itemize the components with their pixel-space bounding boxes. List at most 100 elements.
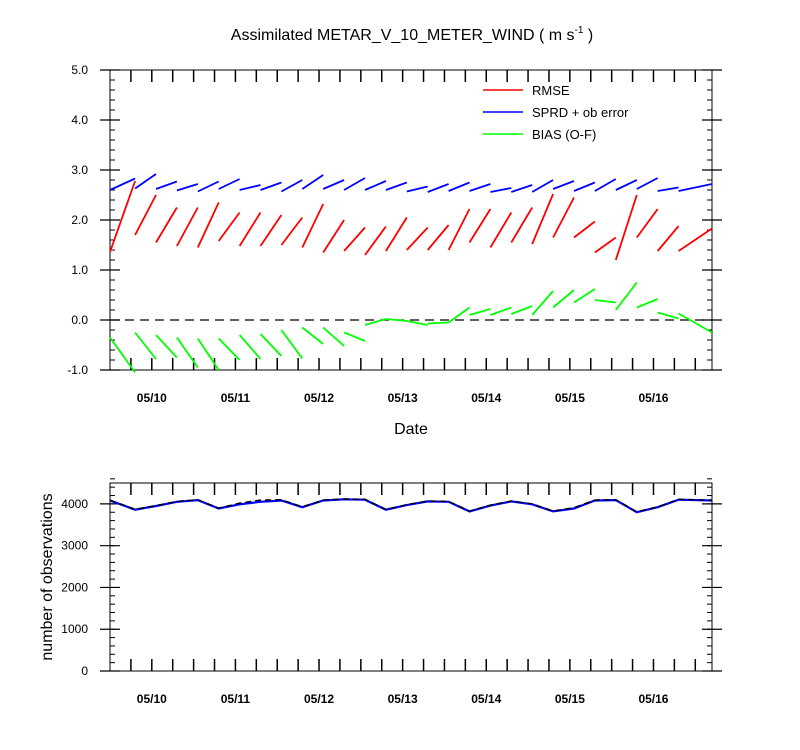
series-sprd-ob-error-segment (218, 178, 240, 190)
series-bias-o-f--segment (176, 336, 199, 369)
series-rmse-segment (552, 197, 575, 238)
top-x-tick-label: 05/13 (388, 391, 418, 405)
legend-label-bias: BIAS (O-F) (532, 127, 596, 142)
top-x-tick-label: 05/11 (221, 391, 251, 405)
series-rmse-segment (573, 220, 596, 239)
top-x-tick-label: 05/16 (638, 391, 668, 405)
bottom-y-tick-label: 1000 (61, 622, 88, 636)
chart-title: Assimilated METAR_V_10_METER_WIND ( m s-… (231, 25, 593, 44)
series-bias-o-f--segment (109, 336, 136, 374)
series-sprd-ob-error-segment (301, 174, 324, 190)
series-bias-o-f--segment (490, 306, 512, 316)
series-bias-o-f--segment (657, 311, 679, 320)
bottom-x-tick-label: 05/11 (221, 692, 251, 706)
series-bias-o-f--segment (301, 326, 324, 345)
series-bias-o-f--segment (615, 281, 638, 311)
series-sprd-ob-error-segment (406, 185, 428, 193)
series-bias-o-f--segment (573, 288, 596, 304)
series-rmse-segment (468, 208, 492, 243)
top-y-tick-label: 0.0 (71, 313, 88, 327)
series-sprd-ob-error-segment (427, 183, 449, 193)
series-rmse-segment (280, 216, 304, 246)
series-bias-o-f--segment (469, 308, 491, 316)
series-sprd-ob-error-segment (594, 178, 617, 192)
bottom-y-tick-label: 3000 (61, 539, 88, 553)
top-panel: 05/10 05/11 05/12 05/13 05/14 05/15 05/16 -1.0 0… (67, 63, 722, 438)
top-y-tick-label: 5.0 (71, 63, 88, 77)
series-rmse-segment (510, 207, 533, 243)
series-rmse-segment (322, 219, 345, 253)
top-x-tick-label: 05/10 (137, 391, 167, 405)
series-rmse-segment (594, 236, 617, 254)
top-legend: RMSE SPRD + ob error BIAS (O-F) (483, 83, 629, 142)
series-rmse-segment (217, 211, 241, 242)
bottom-y-tick-label: 2000 (61, 580, 88, 594)
series-sprd-ob-error-segment (239, 184, 261, 191)
series-bias-o-f--segment (343, 331, 366, 342)
top-x-tick-label: 05/14 (471, 391, 501, 405)
series-rmse-segment (657, 225, 680, 252)
top-y-tick-label: 1.0 (71, 263, 88, 277)
legend-label-sprd: SPRD + ob error (532, 105, 629, 120)
series-sprd-ob-error-segment (260, 181, 282, 191)
series-sprd-ob-error-segment (531, 179, 554, 193)
bottom-y-axis-label: number of observations (39, 493, 56, 660)
series-rmse-segment (489, 212, 513, 248)
bottom-x-tick-label: 05/10 (137, 692, 167, 706)
bottom-axes: 05/10 05/11 05/12 05/13 05/14 05/15 05/16 0 1000… (61, 478, 722, 706)
series-bias-o-f--segment (448, 306, 471, 324)
series-bias-o-f--segment (678, 312, 713, 334)
series-rmse-segment (238, 212, 262, 247)
series-sprd-ob-error-segment (678, 183, 713, 192)
bottom-x-tick-label: 05/14 (471, 692, 501, 706)
bottom-x-tick-label: 05/12 (304, 692, 334, 706)
series-rmse-segment (301, 203, 325, 248)
series-bias-o-f--segment (552, 289, 575, 309)
series-sprd-ob-error-segment (155, 180, 178, 190)
bottom-x-tick-label: 05/15 (555, 692, 585, 706)
legend-label-rmse: RMSE (532, 83, 570, 98)
series-sprd-ob-error-segment (109, 177, 136, 191)
series-sprd-ob-error-segment (636, 177, 659, 190)
series-rmse-segment (109, 180, 136, 253)
series-bias-o-f--segment (406, 320, 428, 326)
series-rmse-segment (343, 226, 366, 252)
series-rmse-segment (155, 207, 178, 243)
series-bias-o-f--segment (155, 334, 178, 359)
series-rmse-segment (427, 224, 450, 251)
bottom-panel: 05/10 05/11 05/12 05/13 05/14 05/15 05/16 0 1000… (39, 478, 722, 706)
bottom-series-group (109, 498, 713, 514)
series-rmse-segment (406, 226, 429, 251)
chart-title-main: Assimilated METAR_V_10_METER_WIND ( m s (231, 27, 575, 44)
observations-dashed-line (109, 498, 713, 513)
series-bias-o-f--segment (594, 299, 616, 304)
series-sprd-ob-error-segment (197, 180, 220, 193)
series-sprd-ob-error-segment (364, 180, 387, 191)
series-rmse-segment (134, 194, 157, 236)
series-bias-o-f--segment (134, 331, 157, 360)
series-sprd-ob-error-segment (573, 181, 596, 192)
top-x-tick-label: 05/15 (555, 391, 585, 405)
series-rmse-segment (364, 225, 387, 256)
top-y-tick-label: -1.0 (67, 363, 88, 377)
series-sprd-ob-error-segment (511, 184, 533, 193)
series-rmse-segment (636, 208, 659, 239)
series-bias-o-f--segment (531, 290, 554, 316)
top-series-group (109, 173, 713, 374)
top-y-tick-label: 2.0 (71, 213, 88, 227)
series-rmse-segment (176, 207, 199, 247)
bottom-x-tick-label: 05/13 (388, 692, 418, 706)
chart-title-end: ) (583, 27, 593, 44)
series-sprd-ob-error-segment (448, 181, 470, 192)
series-rmse-segment (385, 217, 408, 252)
series-sprd-ob-error-segment (615, 179, 638, 191)
series-sprd-ob-error-segment (343, 177, 366, 191)
series-bias-o-f--segment (385, 318, 407, 322)
top-axes: 05/10 05/11 05/12 05/13 05/14 05/15 05/16 -1.0 0… (67, 63, 722, 405)
chart-title-superscript: -1 (575, 25, 584, 36)
series-sprd-ob-error-segment (657, 186, 679, 192)
bottom-x-tick-label: 05/16 (638, 692, 668, 706)
series-sprd-ob-error-segment (134, 173, 157, 190)
series-sprd-ob-error-segment (490, 187, 512, 193)
series-sprd-ob-error-segment (280, 179, 303, 193)
